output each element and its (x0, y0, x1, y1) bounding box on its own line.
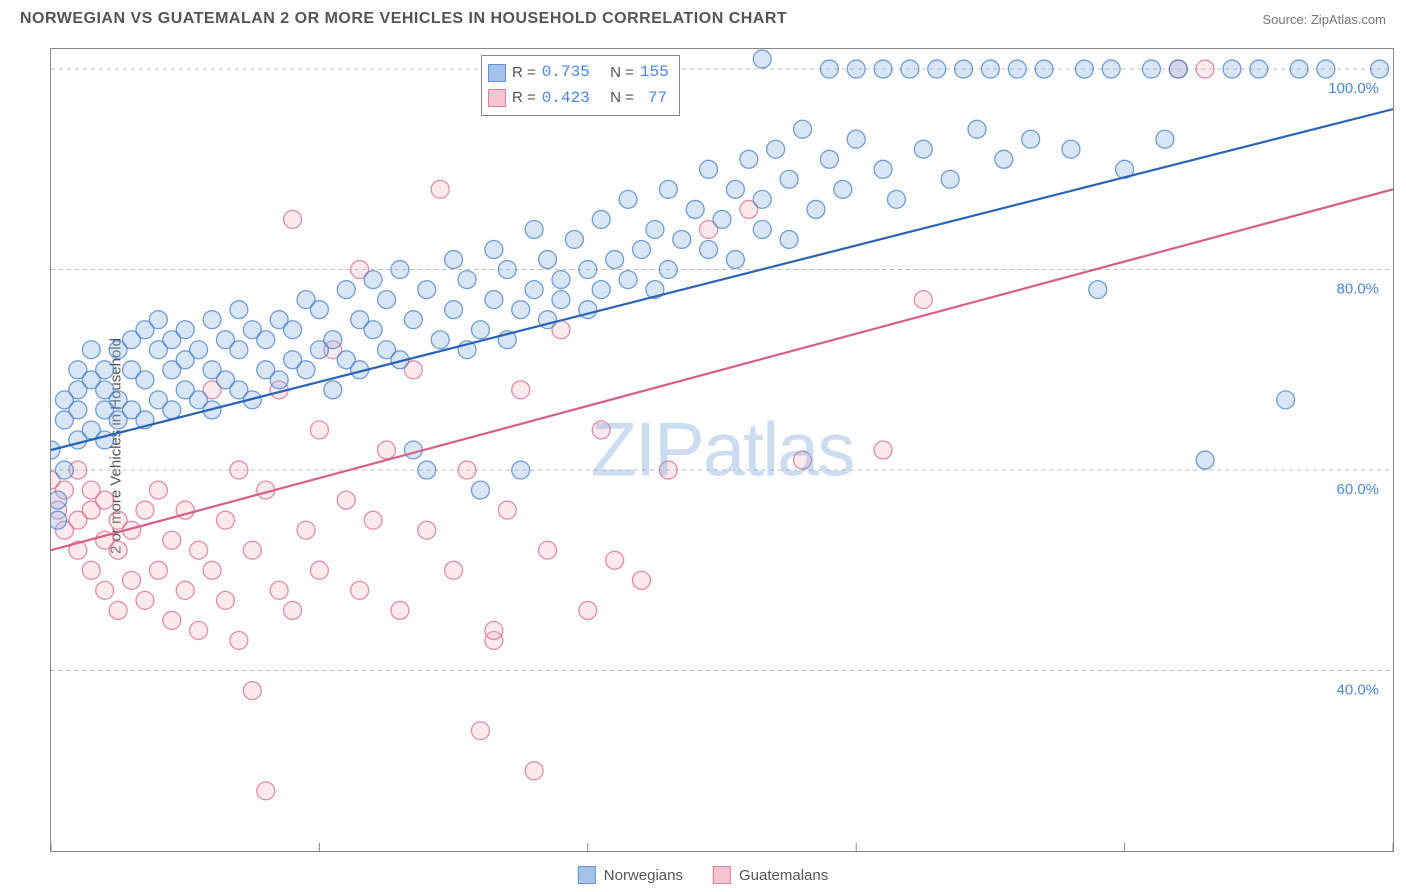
legend-swatch-a (578, 866, 596, 884)
r-value-b: 0.423 (542, 86, 590, 112)
swatch-series-a (488, 64, 506, 82)
swatch-series-b (488, 89, 506, 107)
legend-item-a: Norwegians (578, 866, 683, 884)
correlation-stats-box: R = 0.735 N = 155 R = 0.423 N = 77 (481, 55, 680, 116)
r-label: R = (512, 61, 536, 85)
stats-row-series-b: R = 0.423 N = 77 (488, 86, 669, 112)
svg-text:60.0%: 60.0% (1337, 481, 1379, 498)
bottom-legend: Norwegians Guatemalans (578, 866, 828, 884)
source-prefix: Source: (1262, 12, 1310, 27)
n-value-a: 155 (640, 60, 669, 86)
svg-text:100.0%: 100.0% (1328, 80, 1379, 97)
svg-text:40.0%: 40.0% (1337, 681, 1379, 698)
scatter-chart-svg: 40.0%60.0%80.0%100.0%0.0%100.0% (51, 49, 1393, 851)
r-value-a: 0.735 (542, 60, 590, 86)
legend-swatch-b (713, 866, 731, 884)
r-label: R = (512, 86, 536, 110)
stats-row-series-a: R = 0.735 N = 155 (488, 60, 669, 86)
legend-label-b: Guatemalans (739, 867, 828, 884)
legend-label-a: Norwegians (604, 867, 683, 884)
svg-text:80.0%: 80.0% (1337, 280, 1379, 297)
chart-plot-area: 40.0%60.0%80.0%100.0%0.0%100.0% ZIPatlas… (50, 48, 1394, 852)
chart-title: NORWEGIAN VS GUATEMALAN 2 OR MORE VEHICL… (20, 10, 787, 28)
source-name: ZipAtlas.com (1311, 12, 1386, 27)
n-label: N = (610, 86, 634, 110)
n-label: N = (610, 61, 634, 85)
legend-item-b: Guatemalans (713, 866, 828, 884)
n-value-b: 77 (640, 86, 667, 112)
source-attribution: Source: ZipAtlas.com (1262, 12, 1386, 27)
